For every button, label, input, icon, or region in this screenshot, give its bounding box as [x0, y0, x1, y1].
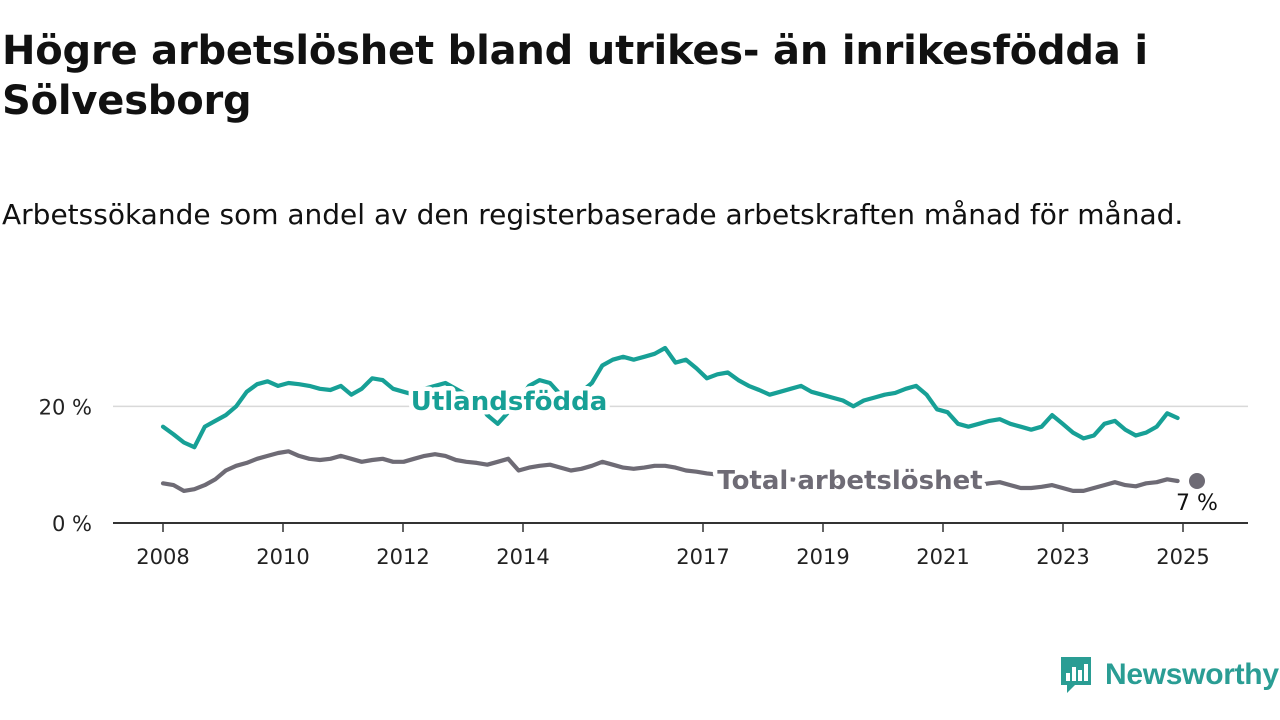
- newsworthy-logo: Newsworthy: [1059, 654, 1279, 696]
- x-tick-label: 2023: [1036, 545, 1089, 569]
- series-label-utlandsfodda: Utlandsfödda: [411, 387, 608, 417]
- line-chart: 0 % 20 % 2008 2010 2012 2014 2017 2019 2021 2023 2…: [39, 345, 1248, 569]
- x-tick-label: 2019: [796, 545, 849, 569]
- x-tick-label: 2025: [1156, 545, 1209, 569]
- y-tick-label: 20 %: [39, 395, 92, 419]
- end-value-label: 7 %: [1176, 491, 1218, 516]
- x-tick-label: 2008: [136, 545, 189, 569]
- series-line-total: [160, 449, 1180, 493]
- x-tick-label: 2010: [256, 545, 309, 569]
- chart-subtitle: Arbetssökande som andel av den registerb…: [2, 198, 1184, 231]
- series-end-point: [1189, 473, 1205, 489]
- y-tick-label: 0 %: [52, 512, 92, 536]
- newsworthy-logo-icon: [1061, 657, 1091, 693]
- chart-title: Högre arbetslöshet bland utrikes- än inr…: [2, 28, 1148, 124]
- series-label-total: Total arbetslöshet: [717, 466, 982, 496]
- x-tick-label: 2012: [376, 545, 429, 569]
- series-line-utlandsfodda: [160, 345, 1180, 450]
- brand-name: Newsworthy: [1105, 658, 1279, 691]
- x-tick-label: 2014: [496, 545, 549, 569]
- x-tick-label: 2017: [676, 545, 729, 569]
- x-tick-label: 2021: [916, 545, 969, 569]
